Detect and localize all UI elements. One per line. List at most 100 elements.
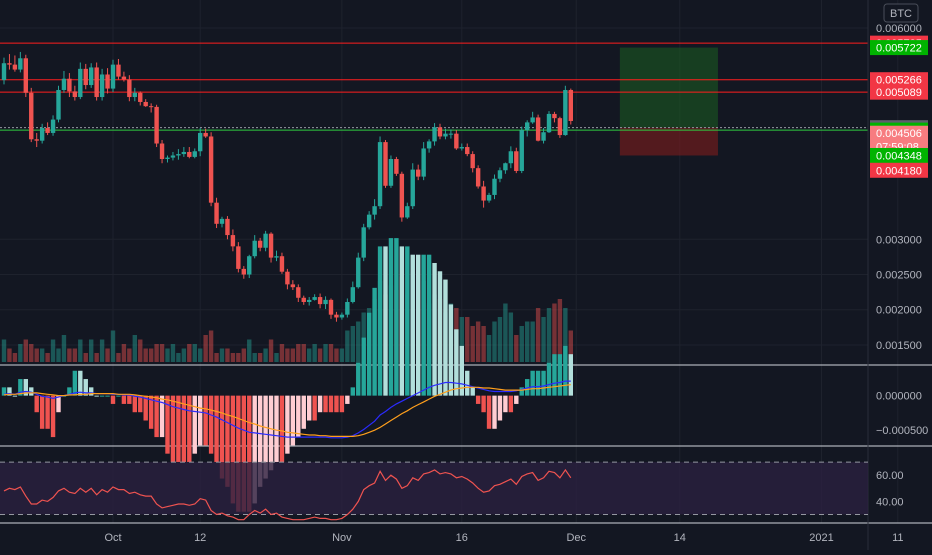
candle-body: [1, 63, 7, 81]
volume-bar: [263, 348, 268, 362]
volume-bar: [138, 339, 143, 362]
volume-bar: [230, 353, 236, 362]
candle-body: [165, 157, 170, 160]
macd-histogram-bar: [252, 395, 257, 504]
volume-bar: [492, 321, 497, 362]
volume-bar: [94, 353, 99, 362]
candle-body: [328, 299, 334, 315]
volume-bar: [557, 299, 563, 362]
candle-body: [45, 128, 50, 133]
macd-histogram-bar: [486, 395, 492, 429]
candle-body: [443, 133, 448, 137]
currency-badge: [883, 3, 919, 23]
volume-bar: [1, 339, 7, 362]
long-position-tool[interactable]: [619, 47, 718, 156]
volume-bar: [105, 348, 110, 362]
candle-body: [56, 89, 61, 120]
macd-histogram-bar: [29, 387, 34, 396]
candle-body: [12, 64, 18, 70]
macd-histogram-bar: [89, 387, 94, 396]
candle-body: [312, 297, 317, 300]
volume-bar: [110, 330, 116, 362]
price-badge: [870, 40, 928, 56]
candle-body: [416, 169, 421, 177]
macd-histogram-bar: [361, 337, 366, 396]
price-badge: [870, 147, 928, 163]
candle-body: [514, 151, 519, 171]
candle-body: [225, 218, 230, 236]
candle-body: [475, 168, 481, 187]
rsi-axis[interactable]: 60.00 40.00: [876, 470, 904, 508]
candle-body: [99, 74, 105, 98]
macd-histogram-bar: [454, 329, 459, 396]
macd-histogram-bar: [192, 395, 197, 454]
candle-body: [345, 301, 350, 315]
candle-body: [39, 128, 45, 141]
candle-body: [181, 151, 187, 155]
price-badge-label: 0.004180: [876, 165, 922, 177]
macd-histogram-bar: [290, 395, 296, 446]
time-axis[interactable]: Oct 12 Nov 16 Dec 14 2021 11: [104, 532, 903, 544]
volume-bar: [279, 344, 285, 362]
macd-histogram-bar: [214, 395, 219, 462]
volume-bar: [99, 339, 105, 362]
volume-bar: [312, 344, 317, 362]
macd-histogram-bar: [350, 387, 355, 396]
candle-body: [519, 130, 524, 171]
macd-histogram-bar: [366, 312, 372, 396]
candle-body: [405, 206, 410, 218]
macd-histogram-bar: [307, 395, 312, 421]
price-tick-label: 0.002000: [876, 305, 922, 317]
price-axis[interactable]: 0.006000 0.003000 0.002500 0.002000 0.001500…: [870, 23, 928, 352]
time-tick-label: 11: [892, 532, 903, 544]
macd-histogram-bar: [448, 304, 454, 396]
candle-body: [61, 78, 67, 90]
candle-body: [132, 92, 137, 98]
macd-histogram-bar: [383, 246, 388, 396]
macd-histogram-bar: [525, 379, 530, 396]
candle-body: [296, 287, 301, 298]
macd-axis[interactable]: 0.000000 −0.000500: [876, 391, 928, 438]
macd-histogram-bar: [219, 395, 225, 479]
candle-body: [459, 147, 464, 149]
candle-body: [203, 132, 208, 137]
macd-histogram-bar: [492, 395, 497, 429]
macd-histogram-bar: [236, 395, 241, 512]
macd-histogram-bar: [18, 379, 23, 396]
price-badge: [870, 72, 928, 88]
volume-bar: [296, 344, 301, 362]
macd-histogram-bar: [296, 395, 301, 438]
macd-histogram-bar: [334, 395, 339, 413]
candle-body: [148, 106, 154, 108]
volume-bar: [519, 326, 524, 362]
candle-body: [78, 68, 83, 98]
currency-label: BTC: [890, 8, 912, 20]
volume-bar: [7, 348, 12, 362]
rsi-indicator: [0, 461, 868, 521]
candle-body: [497, 170, 503, 179]
volume-bar: [465, 317, 470, 362]
macd-histogram-bar: [497, 395, 503, 421]
macd-histogram-bar: [1, 387, 7, 396]
macd-histogram-bar: [187, 395, 192, 462]
candle-body: [274, 256, 279, 258]
volume-bar: [56, 348, 61, 362]
volume-bar: [350, 326, 355, 362]
macd-histogram-bar: [110, 395, 116, 404]
macd-histogram-bar: [198, 395, 203, 446]
volume-bar: [552, 303, 557, 362]
candle-body: [110, 64, 116, 89]
volume-bar: [29, 344, 34, 362]
candle-body: [208, 136, 214, 203]
macd-histogram-bar: [268, 395, 274, 471]
candle-body: [214, 202, 219, 224]
macd-histogram-bar: [148, 395, 154, 429]
price-tick-label: 0.006000: [876, 23, 922, 35]
volume-bar: [497, 317, 503, 362]
macd-histogram-bar: [263, 395, 268, 479]
candle-body: [339, 314, 345, 318]
candle-body: [154, 106, 159, 144]
position-loss-zone: [619, 127, 718, 156]
